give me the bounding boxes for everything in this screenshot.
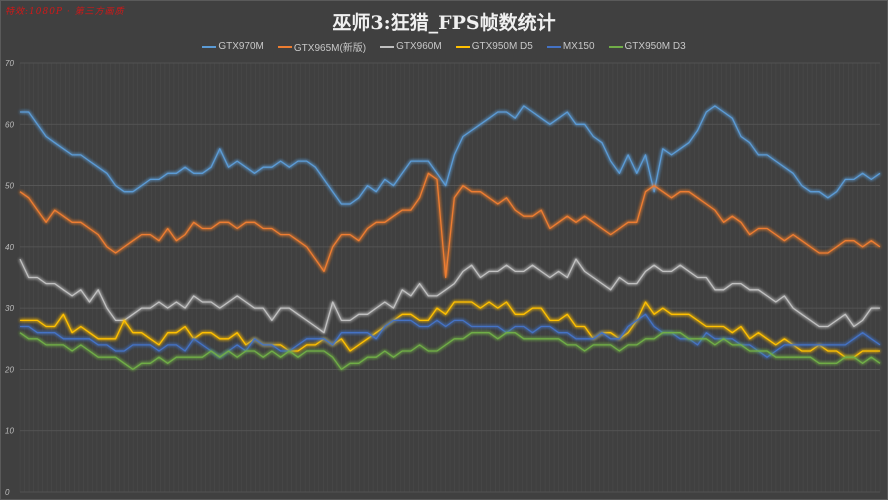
svg-text:30: 30 <box>5 304 14 313</box>
svg-text:0: 0 <box>5 488 10 497</box>
series-line-2 <box>19 258 880 334</box>
legend-swatch-icon <box>455 45 470 48</box>
series-lines <box>19 105 881 371</box>
legend-swatch-icon <box>380 45 395 48</box>
legend-item-mx150[interactable]: MX150 <box>546 39 595 54</box>
series-line-3 <box>20 301 880 358</box>
legend-item-gtx950m-d3[interactable]: GTX950M D3 <box>608 39 686 54</box>
legend-item-gtx950m-d5[interactable]: GTX950M D5 <box>455 39 533 54</box>
legend-label: MX150 <box>562 41 595 52</box>
legend-swatch-icon <box>608 45 623 48</box>
svg-text:10: 10 <box>5 427 14 436</box>
legend-swatch-icon <box>277 45 292 48</box>
legend-swatch-icon <box>202 45 217 48</box>
legend-label: GTX965M(新版) <box>293 43 367 54</box>
series-line-4 <box>20 313 881 358</box>
legend-label: GTX970M <box>218 41 264 52</box>
series-line-1 <box>19 172 881 279</box>
legend-label: GTX950M D5 <box>471 41 533 52</box>
series-line-0 <box>20 105 881 205</box>
y-axis-ticks: 0 10 20 30 40 50 60 70 <box>4 59 14 497</box>
legend-label: GTX950M D3 <box>624 41 686 52</box>
legend-label: GTX960M <box>396 41 442 52</box>
series-line-5 <box>19 332 881 371</box>
svg-text:50: 50 <box>5 182 14 191</box>
legend-item-gtx960m[interactable]: GTX960M <box>380 39 442 54</box>
chart-title: 巫师3:狂猎_FPS帧数统计 <box>332 12 556 34</box>
legend-swatch-icon <box>546 45 561 48</box>
svg-text:40: 40 <box>5 243 14 252</box>
legend-item-gtx965m[interactable]: GTX965M(新版) <box>277 39 367 54</box>
svg-text:60: 60 <box>5 120 14 129</box>
watermark-text: 特效:1080P · 第三方画质 <box>5 7 125 17</box>
vertical-gridlines <box>19 63 881 492</box>
legend: GTX970M GTX965M(新版) GTX960M GTX950M D5 M… <box>0 39 888 54</box>
legend-item-gtx970m[interactable]: GTX970M <box>202 39 264 54</box>
svg-text:70: 70 <box>5 59 14 68</box>
svg-text:20: 20 <box>4 365 14 374</box>
